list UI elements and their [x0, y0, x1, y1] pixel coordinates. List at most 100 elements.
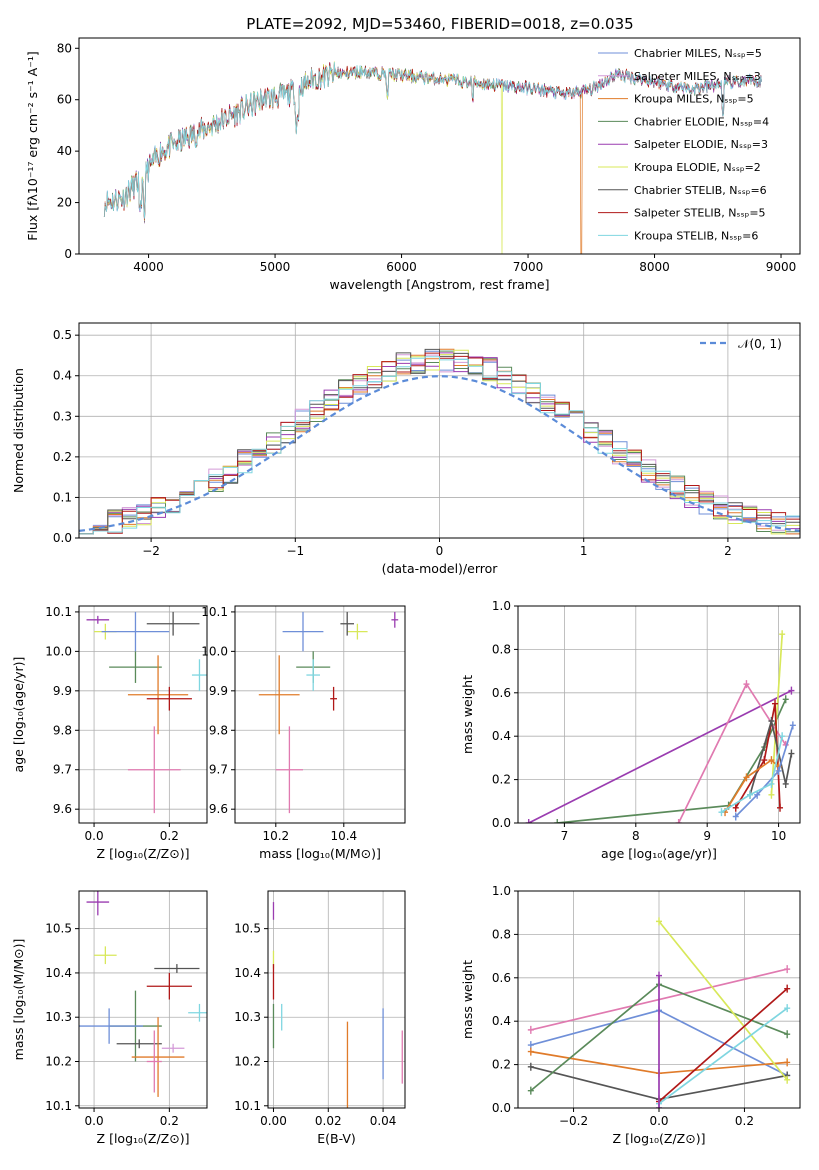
y-tick-label: 20 [57, 196, 72, 210]
x-tick-label: 7 [561, 829, 569, 843]
x-tick-label: 5000 [260, 260, 291, 274]
y-tick-label: 10.0 [45, 644, 72, 658]
weight-marker [784, 1058, 791, 1067]
weight-marker [768, 756, 775, 765]
x-tick-label: 10.2 [262, 829, 289, 843]
plot-area [79, 348, 800, 535]
weight-line [770, 634, 784, 795]
weight-marker [747, 790, 754, 799]
chart-spectrum: Chabrier MILES, Nₛₛₚ=5 Salpeter MILES, Nₛ… [25, 37, 801, 292]
y-tick-label: 10.4 [234, 966, 261, 980]
y-tick-label: 10.5 [45, 922, 72, 936]
x-tick-label: 0.04 [370, 1114, 397, 1128]
weight-line [658, 1007, 788, 1105]
x-tick-label: 0.02 [315, 1114, 342, 1128]
weight-marker [656, 1104, 662, 1108]
y-tick-label: 40 [57, 144, 72, 158]
x-tick-label: 0.00 [260, 1114, 287, 1128]
y-tick-label: 0.2 [492, 1058, 511, 1072]
charts-layer: Chabrier MILES, Nₛₛₚ=5 Salpeter MILES, Nₛ… [11, 37, 801, 1146]
y-tick-label: 9.8 [53, 723, 72, 737]
y-tick-label: 10.1 [45, 605, 72, 619]
x-tick-label: 0.0 [85, 1114, 104, 1128]
y-tick-label: 0.8 [492, 927, 511, 941]
legend-entry: Kroupa MILES, Nₛₛₚ=5 [634, 93, 754, 106]
chart-age_vs_mass: 10.2 10.4 9.6 9.7 9.8 9.9 10.0 10.1 mass [log₁₀(… [201, 605, 406, 861]
x-axis-label: Z [log₁₀(Z/Z⊙)] [97, 1131, 190, 1146]
y-tick-label: 9.6 [209, 802, 228, 816]
weight-marker [784, 1075, 791, 1084]
plot-area [86, 611, 207, 814]
plot-area [525, 630, 796, 823]
weight-marker [777, 803, 784, 812]
x-tick-label: −2 [142, 544, 160, 558]
legend-entry: Salpeter STELIB, Nₛₛₚ=5 [634, 207, 766, 220]
y-tick-label: 9.7 [209, 763, 228, 777]
legend-entry: Chabrier ELODIE, Nₛₛₚ=4 [634, 115, 769, 128]
y-tick-label: 9.6 [53, 802, 72, 816]
x-tick-label: 0.2 [735, 1114, 754, 1128]
plot-area [272, 902, 403, 1108]
weight-marker [656, 971, 662, 980]
weight-marker [743, 773, 750, 782]
chart-weight_vs_Z: −0.2 0.0 0.2 0.0 0.2 0.4 0.6 0.8 1.0 Z [log₁₀(Z/Z… [460, 884, 801, 1146]
axes-frame [78, 605, 208, 824]
plot-area [103, 61, 762, 254]
y-axis-label: Flux [fλ10⁻¹⁷ erg cm⁻² s⁻¹ A⁻¹] [25, 51, 40, 240]
weight-marker [782, 695, 789, 704]
y-tick-label: 0.4 [53, 369, 72, 383]
weight-marker [784, 965, 791, 974]
legend-entry: Chabrier STELIB, Nₛₛₚ=6 [634, 184, 767, 197]
weight-marker [732, 812, 739, 821]
chart-residuals: 𝒩(0, 1) −2 −1 0 1 2 0.0 0.1 0.2 0.3 0.4 0.5 (data-mo… [11, 322, 801, 576]
y-tick-label: 10.4 [45, 966, 72, 980]
x-axis-label: E(B-V) [317, 1131, 356, 1146]
y-tick-label: 0.3 [53, 409, 72, 423]
weight-marker [788, 749, 795, 758]
y-tick-label: 10.1 [201, 605, 228, 619]
y-tick-label: 0 [64, 247, 72, 261]
weight-line [735, 725, 794, 818]
x-tick-label: 7000 [513, 260, 544, 274]
weight-marker [784, 1004, 791, 1013]
y-tick-label: 0.8 [492, 642, 511, 656]
axes-frame [234, 605, 406, 824]
weight-marker [527, 1062, 534, 1071]
y-tick-label: 10.1 [45, 1099, 72, 1113]
legend-entry: Kroupa STELIB, Nₛₛₚ=6 [634, 229, 758, 242]
weight-marker [754, 790, 761, 799]
weight-marker [788, 686, 795, 695]
y-axis-label: mass weight [460, 960, 475, 1039]
histogram-kroupa-stelib [79, 356, 800, 535]
x-tick-label: 10 [771, 829, 786, 843]
y-axis-label: mass [log₁₀(M/M⊙)] [11, 939, 26, 1061]
x-tick-label: 4000 [133, 260, 164, 274]
x-tick-label: 0.2 [160, 1114, 179, 1128]
weight-marker [761, 756, 768, 765]
y-tick-label: 9.8 [209, 723, 228, 737]
weight-marker [772, 699, 779, 708]
y-tick-label: 80 [57, 41, 72, 55]
y-tick-label: 0.2 [492, 773, 511, 787]
weight-marker [779, 732, 786, 741]
weight-line [721, 736, 784, 813]
weight-marker [784, 1030, 791, 1039]
figure-title: PLATE=2092, MJD=53460, FIBERID=0018, z=0… [246, 15, 633, 33]
y-tick-label: 1.0 [492, 599, 511, 613]
x-tick-label: −1 [286, 544, 304, 558]
x-tick-label: 10.4 [330, 829, 357, 843]
y-tick-label: 10.2 [234, 1055, 261, 1069]
legend-entry: 𝒩(0, 1) [738, 337, 782, 351]
x-tick-label: 8 [632, 829, 640, 843]
y-tick-label: 1.0 [492, 884, 511, 898]
x-tick-label: 0 [436, 544, 444, 558]
x-tick-label: 2 [724, 544, 732, 558]
weight-marker [782, 779, 789, 788]
x-tick-label: 8000 [639, 260, 670, 274]
legend-entry: Salpeter ELODIE, Nₛₛₚ=3 [634, 138, 768, 151]
weight-line [658, 920, 788, 1081]
x-axis-label: wavelength [Angstrom, rest frame] [329, 277, 549, 292]
weight-marker [768, 717, 775, 726]
x-axis-label: Z [log₁₀(Z/Z⊙)] [97, 846, 190, 861]
